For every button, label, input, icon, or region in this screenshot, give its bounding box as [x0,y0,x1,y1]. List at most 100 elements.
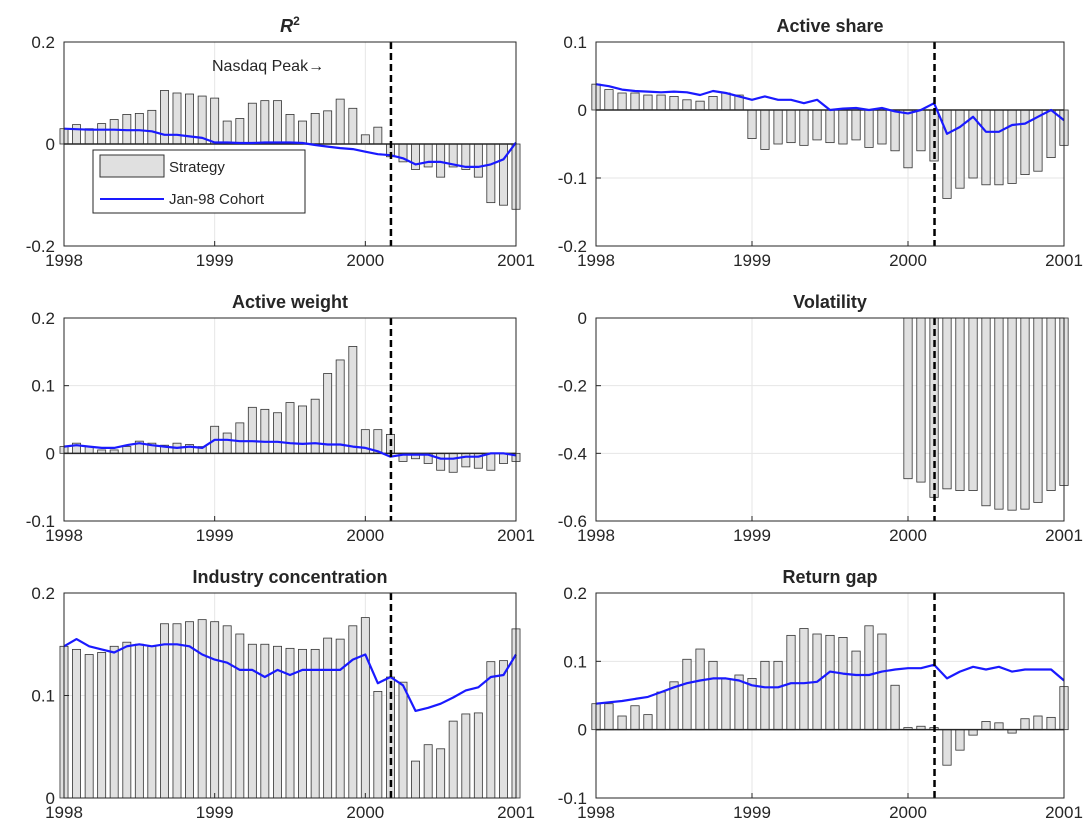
bar [682,658,692,731]
bar [604,89,614,111]
bar [360,617,370,799]
bar [955,317,965,491]
bar [122,446,132,454]
bar [310,398,320,454]
bar [273,412,282,454]
bar [499,660,508,799]
y-tick-label: 0 [578,721,587,740]
bar [436,143,446,178]
panel-industry-concentration: 1998 1999 2000 2001 0 0.1 0.2 Industry concentr… [31,567,535,822]
bar [72,124,81,145]
bar [669,96,679,111]
bar [222,432,232,454]
y-tick-label: 0 [578,309,587,328]
bar [335,638,345,799]
bar [97,652,107,799]
bar [486,143,496,204]
plot-area [596,42,1064,246]
chart-title: Volatility [793,292,867,312]
chart-title: Industry concentration [192,567,387,587]
plot-area [596,318,1064,521]
chart-title: Return gap [782,567,877,587]
bar [323,110,333,145]
legend-box: Strategy Jan-98 Cohort [92,149,306,214]
y-tick-label: 0 [46,135,55,154]
bar [604,703,614,731]
bar [1046,317,1056,491]
chart-title: Active share [776,16,883,36]
bar [72,648,81,799]
bar [942,729,952,766]
bar [890,684,900,731]
bar [747,109,757,139]
y-tick-label: -0.4 [558,444,587,463]
bar [812,109,822,141]
axes-frame [595,592,1065,799]
series-bars [591,83,1069,199]
x-tick-label: 1999 [733,251,771,270]
bar [323,373,333,454]
bar [122,641,132,799]
cohort-line [63,438,517,460]
legend-strategy-label: Strategy [169,159,225,176]
x-tick-label: 2001 [497,251,535,270]
axes-frame [63,317,517,522]
bar [981,721,991,731]
bar [786,109,796,144]
bar [398,681,408,799]
bar [760,109,770,150]
bar [373,126,383,145]
bar [760,660,770,731]
bar [247,102,257,145]
x-tick-label: 1998 [45,803,83,822]
bar [448,452,458,473]
bar [643,714,653,731]
bar [84,128,94,145]
x-tick-label: 2000 [889,251,927,270]
x-tick-label: 1999 [196,526,234,545]
bar [864,109,874,148]
x-tick-label: 2001 [1045,251,1083,270]
bar [222,625,232,799]
bar [890,109,900,152]
bar [695,100,705,111]
bar [994,109,1004,186]
bar [473,143,483,178]
bar [109,119,119,145]
bar [210,97,220,145]
x-tick-label: 1999 [733,803,771,822]
axes-frame [595,41,1065,247]
bar [210,621,220,799]
bar [864,625,874,731]
chart-title: Active weight [232,292,348,312]
y-tick-label: -0.2 [558,377,587,396]
bar [942,317,952,490]
bar [1020,718,1030,731]
bar [247,406,257,454]
bar [1033,715,1043,731]
bar [734,674,744,731]
bar [461,452,471,468]
x-tick-label: 2000 [889,803,927,822]
bar [335,359,345,454]
bar [825,109,835,144]
x-tick-label: 2000 [346,803,384,822]
bar [955,109,965,189]
bar [617,92,627,111]
nasdaq-peak-annotation: Nasdaq Peak→ [212,58,324,75]
bar [721,92,731,111]
x-tick-label: 1998 [577,526,615,545]
bar [348,346,358,454]
bar [981,317,991,507]
bar [172,623,182,799]
bar [411,143,420,170]
bar [197,619,207,799]
bar [708,660,718,731]
legend-strategy-swatch [99,154,165,178]
bar [273,100,282,145]
bar [903,109,913,169]
bar [147,109,157,145]
bar [877,109,887,145]
cohort-line [595,663,1065,705]
